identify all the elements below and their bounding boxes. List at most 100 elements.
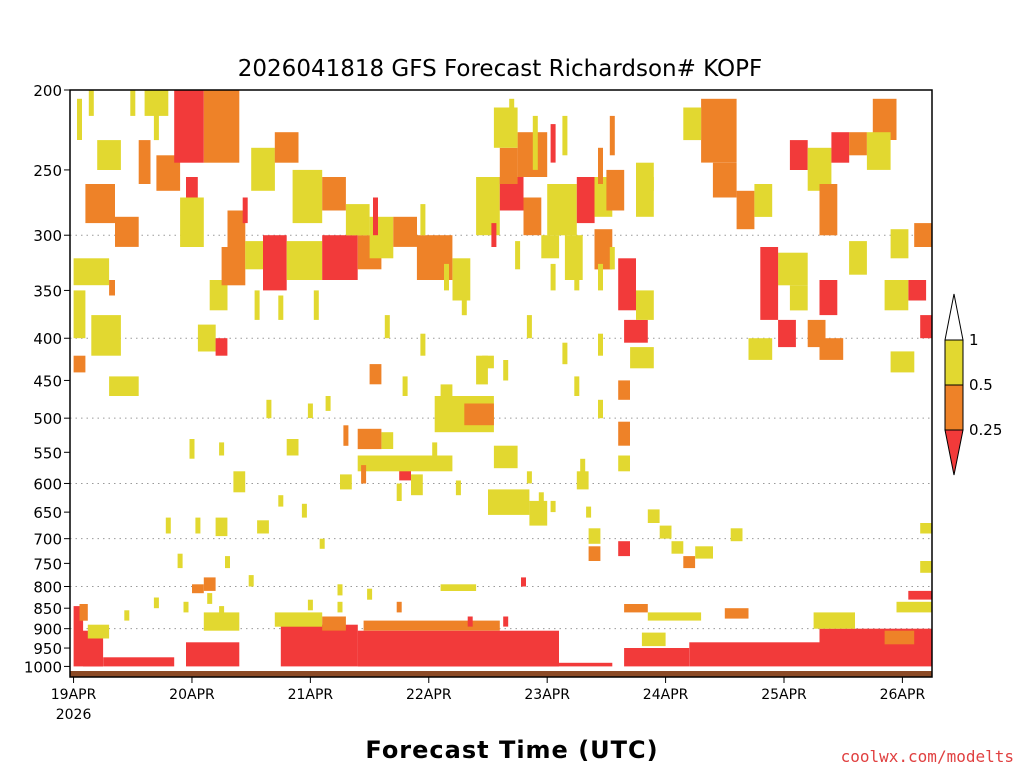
ri-cell-16 bbox=[440, 584, 477, 591]
ri-cell-32 bbox=[588, 528, 601, 544]
ytick-label-900: 900 bbox=[33, 621, 62, 639]
ytick-label-600: 600 bbox=[33, 475, 62, 493]
ri-speck-10 bbox=[526, 471, 532, 484]
ri-cell-108 bbox=[624, 319, 648, 343]
ri-speck-38 bbox=[444, 263, 449, 291]
ri-cell-62 bbox=[73, 355, 86, 373]
ri-cell-18 bbox=[647, 612, 702, 621]
xtick-label-22APR: 22APR bbox=[406, 687, 452, 703]
ri-speck-61 bbox=[402, 376, 408, 396]
ri-cell-52 bbox=[920, 561, 932, 573]
xtick-label-23APR: 23APR bbox=[524, 687, 570, 703]
ri-cell-39 bbox=[482, 355, 494, 369]
ri-cell-106 bbox=[606, 169, 625, 211]
ri-cell-94 bbox=[476, 177, 500, 236]
ri-speck-55 bbox=[88, 90, 94, 116]
ri-cell-126 bbox=[819, 280, 838, 316]
ri-cell-116 bbox=[683, 107, 702, 141]
ytick-label-300: 300 bbox=[33, 227, 62, 245]
ri-speck-0 bbox=[189, 439, 195, 459]
ri-speck-16 bbox=[177, 553, 183, 569]
ri-cell-38 bbox=[576, 471, 589, 490]
ri-cell-26 bbox=[257, 520, 269, 534]
ri-speck-35 bbox=[467, 616, 473, 627]
ri-speck-37 bbox=[420, 204, 426, 236]
ri-speck-5 bbox=[343, 425, 349, 446]
ri-speck-66 bbox=[574, 376, 580, 396]
xtick-label-19APR: 19APR bbox=[51, 687, 97, 703]
ytick-label-850: 850 bbox=[33, 600, 62, 618]
ri-speck-31 bbox=[124, 610, 130, 621]
ri-cell-123 bbox=[748, 338, 773, 360]
ri-speck-59 bbox=[313, 290, 319, 320]
ri-cell-88 bbox=[322, 177, 346, 211]
ri-cell-0 bbox=[73, 606, 84, 667]
ri-cell-28 bbox=[340, 474, 352, 490]
ri-cell-132 bbox=[819, 184, 838, 236]
ytick-label-700: 700 bbox=[33, 531, 62, 549]
ri-cell-35 bbox=[618, 380, 630, 400]
ri-cell-130 bbox=[831, 132, 850, 163]
ri-cell-93 bbox=[452, 258, 471, 301]
ri-speck-4 bbox=[325, 396, 331, 411]
ri-cell-49 bbox=[683, 556, 696, 569]
ri-speck-30 bbox=[396, 601, 402, 613]
xtick-label-21APR: 21APR bbox=[288, 687, 334, 703]
ri-cell-71 bbox=[156, 155, 181, 191]
data-cells bbox=[73, 90, 932, 667]
ri-cell-46 bbox=[647, 509, 660, 523]
ri-cell-44 bbox=[357, 428, 382, 450]
ri-cell-59 bbox=[493, 445, 518, 469]
ri-speck-40 bbox=[509, 98, 515, 140]
ri-speck-12 bbox=[550, 500, 556, 513]
x-axis: 19APR 20APR 21APR 22APR 23APR 24APR 25APR 26APR… bbox=[51, 677, 926, 723]
ri-speck-15 bbox=[165, 517, 171, 534]
ytick-label-650: 650 bbox=[33, 504, 62, 522]
ri-speck-18 bbox=[225, 556, 230, 569]
ri-cell-72 bbox=[174, 90, 204, 163]
ri-cell-115 bbox=[701, 98, 737, 163]
ri-speck-6 bbox=[361, 465, 367, 484]
ytick-label-450: 450 bbox=[33, 372, 62, 390]
ri-speck-17 bbox=[195, 517, 201, 534]
plot-frame bbox=[69, 89, 933, 678]
credit-text: coolwx.com/modelts bbox=[841, 747, 1014, 766]
ri-cell-105 bbox=[594, 229, 613, 270]
ri-speck-41 bbox=[532, 115, 538, 170]
ri-cell-87 bbox=[292, 169, 323, 224]
ri-cell-20 bbox=[813, 612, 855, 629]
ri-cell-69 bbox=[97, 140, 121, 170]
ri-cell-47 bbox=[659, 525, 672, 539]
ri-speck-65 bbox=[562, 342, 568, 365]
ri-speck-43 bbox=[562, 115, 568, 156]
ri-speck-33 bbox=[521, 577, 526, 587]
ri-cell-112 bbox=[180, 197, 204, 247]
ri-speck-11 bbox=[538, 492, 544, 507]
ri-speck-19 bbox=[248, 575, 254, 587]
ri-speck-39 bbox=[461, 285, 467, 316]
ri-cell-117 bbox=[712, 162, 737, 198]
ri-cell-86 bbox=[274, 132, 299, 163]
ri-cell-120 bbox=[778, 252, 808, 286]
ytick-label-350: 350 bbox=[33, 282, 62, 300]
ri-speck-56 bbox=[242, 197, 248, 224]
ri-cell-141 bbox=[890, 351, 915, 373]
ri-speck-3 bbox=[307, 403, 313, 419]
ri-cell-2 bbox=[103, 657, 175, 667]
ri-speck-20 bbox=[278, 495, 284, 507]
ri-cell-19 bbox=[641, 632, 666, 647]
colorbar-legend: 1 0.5 0.25 bbox=[944, 293, 1002, 476]
ri-cell-15 bbox=[363, 620, 500, 631]
ri-cell-17 bbox=[624, 604, 648, 613]
ri-cell-79 bbox=[221, 247, 246, 286]
xtick-label-26APR: 26APR bbox=[880, 687, 926, 703]
ri-cell-76 bbox=[209, 280, 228, 311]
y-axis: 200 250 300 350 400 450 500 550 600 650 700 750 800 8… bbox=[24, 82, 70, 676]
ytick-label-950: 950 bbox=[33, 640, 62, 658]
ri-cell-61 bbox=[73, 290, 86, 339]
ri-speck-8 bbox=[432, 442, 438, 459]
ri-speck-62 bbox=[420, 333, 426, 356]
ri-cell-50 bbox=[695, 546, 713, 559]
ri-cell-96 bbox=[523, 197, 542, 236]
